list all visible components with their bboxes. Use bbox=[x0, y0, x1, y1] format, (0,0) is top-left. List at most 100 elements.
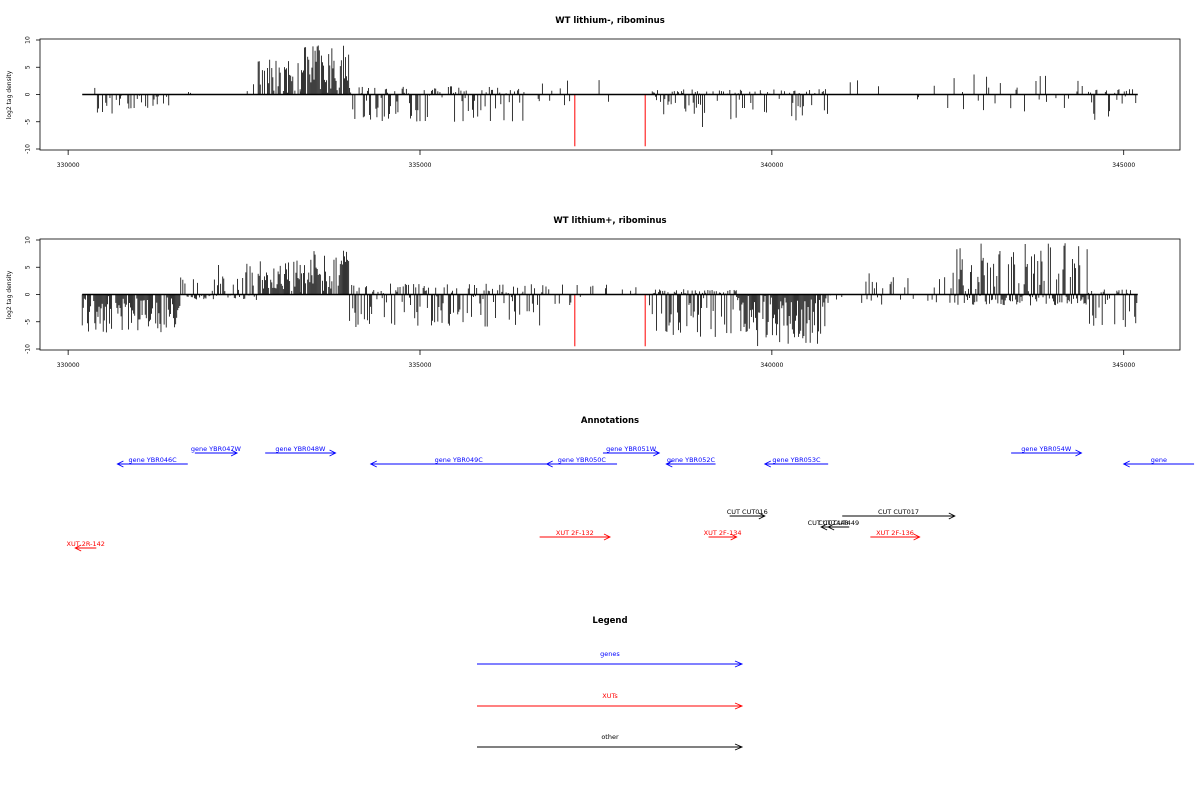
legend-label: other bbox=[601, 733, 619, 741]
feature-label: gene YBR053C bbox=[772, 456, 821, 464]
track-panel-lithium-plus: WT lithium+, ribominus log2 tag density … bbox=[6, 216, 1181, 369]
y-axis: 10 5 0 -5 -10 bbox=[25, 236, 40, 354]
y-tick-label: 0 bbox=[25, 292, 32, 296]
annotation-feature: XUT 2F-132 bbox=[539, 529, 612, 541]
y-tick-label: 5 bbox=[25, 265, 32, 269]
legend-item: XUTs bbox=[477, 692, 744, 710]
feature-arrowhead bbox=[665, 460, 673, 468]
y-tick-label: -10 bbox=[25, 144, 32, 154]
y-axis: 10 5 0 -5 -10 bbox=[25, 36, 40, 154]
feature-label: XUT 2F-132 bbox=[556, 529, 594, 537]
y-tick-label: 0 bbox=[25, 92, 32, 96]
feature-arrowhead bbox=[913, 533, 921, 541]
red-marker-lines bbox=[574, 94, 646, 147]
annotation-feature: gene YBR054W bbox=[1011, 445, 1083, 457]
feature-label: gene YBR054W bbox=[1021, 445, 1072, 453]
y-tick-label: -5 bbox=[25, 119, 32, 125]
annotation-feature: XUT 2F-134 bbox=[704, 529, 742, 541]
feature-arrowhead bbox=[1075, 449, 1083, 457]
annotation-feature: gene YBR053C bbox=[763, 456, 829, 468]
legend-label: XUTs bbox=[602, 692, 618, 700]
y-axis-label: log2 tag density bbox=[6, 270, 13, 319]
legend-item: other bbox=[477, 733, 744, 751]
feature-label: CUT CUT449 bbox=[818, 519, 859, 527]
feature-arrowhead bbox=[948, 512, 956, 520]
feature-label: gene bbox=[1151, 456, 1167, 464]
annotation-feature: CUT CUT016 bbox=[727, 508, 768, 520]
feature-arrowhead bbox=[230, 449, 239, 457]
y-tick-label: 10 bbox=[25, 236, 32, 244]
y-tick-label: -5 bbox=[25, 319, 32, 325]
annotation-feature: XUT 2F-136 bbox=[870, 529, 921, 541]
annotation-feature: gene YBR049C bbox=[369, 456, 547, 468]
feature-arrowhead bbox=[369, 460, 377, 468]
feature-arrowhead bbox=[1122, 460, 1130, 468]
x-tick-label: 340000 bbox=[760, 162, 783, 169]
feature-label: gene YBR049C bbox=[435, 456, 484, 464]
feature-label: XUT 2R-142 bbox=[67, 540, 105, 548]
x-tick-label: 340000 bbox=[760, 362, 783, 369]
legend-arrowhead bbox=[734, 743, 744, 751]
red-marker-lines bbox=[574, 294, 646, 347]
x-tick-label: 335000 bbox=[409, 362, 432, 369]
x-tick-label: 330000 bbox=[57, 362, 80, 369]
feature-label: gene YBR046C bbox=[128, 456, 177, 464]
feature-label: gene YBR051W bbox=[606, 445, 657, 453]
annotation-feature: CUT CUT449 bbox=[818, 519, 859, 531]
feature-arrowhead bbox=[329, 449, 337, 457]
y-tick-label: 5 bbox=[25, 65, 32, 69]
annotation-feature: gene YBR048W bbox=[265, 445, 337, 457]
y-tick-label: 10 bbox=[25, 36, 32, 44]
y-axis-label: log2 tag density bbox=[6, 70, 13, 119]
feature-label: CUT CUT016 bbox=[727, 508, 768, 516]
x-axis: 330000 335000 340000 345000 bbox=[57, 350, 1135, 369]
track-title: WT lithium+, ribominus bbox=[553, 216, 666, 226]
feature-label: CUT CUT017 bbox=[878, 508, 919, 516]
feature-arrowhead bbox=[827, 523, 835, 531]
annotation-feature: gene YBR050C bbox=[545, 456, 618, 468]
feature-arrowhead bbox=[545, 460, 553, 468]
feature-arrowhead bbox=[820, 523, 828, 531]
feature-arrowhead bbox=[603, 533, 612, 541]
legend-arrowhead bbox=[734, 702, 744, 710]
annotation-feature: CUT CUT017 bbox=[842, 508, 956, 520]
legend-item: genes bbox=[477, 650, 744, 668]
legend-arrowhead bbox=[734, 660, 744, 668]
feature-arrowhead bbox=[763, 460, 772, 468]
annotation-feature: gene YBR052C bbox=[665, 456, 716, 468]
signal-bars bbox=[94, 45, 1137, 128]
feature-label: XUT 2F-134 bbox=[704, 529, 742, 537]
feature-label: CUT CUT448 bbox=[808, 519, 849, 527]
feature-label: gene YBR048W bbox=[275, 445, 326, 453]
feature-label: XUT 2F-136 bbox=[876, 529, 914, 537]
feature-arrowhead bbox=[116, 460, 124, 468]
legend-panel: Legend genes XUTs other bbox=[477, 616, 744, 751]
feature-arrowhead bbox=[653, 449, 661, 457]
feature-arrowhead bbox=[730, 533, 738, 541]
annotation-feature: gene bbox=[1122, 456, 1195, 468]
legend-label: genes bbox=[600, 650, 620, 658]
feature-label: gene YBR047W bbox=[191, 445, 242, 453]
annotation-features: gene YBR046C gene YBR047W gene YBR048W gene… bbox=[67, 445, 1195, 552]
annotation-feature: gene YBR047W bbox=[191, 445, 242, 457]
x-tick-label: 330000 bbox=[57, 162, 80, 169]
track-panel-lithium-minus: WT lithium-, ribominus log2 tag density … bbox=[6, 16, 1181, 169]
feature-arrowhead bbox=[758, 512, 766, 520]
legend-items: genes XUTs other bbox=[477, 650, 744, 751]
x-tick-label: 335000 bbox=[409, 162, 432, 169]
feature-arrowhead bbox=[74, 544, 82, 552]
x-axis: 330000 335000 340000 345000 bbox=[57, 150, 1135, 169]
annotation-feature: XUT 2R-142 bbox=[67, 540, 105, 552]
feature-label: gene YBR052C bbox=[667, 456, 716, 464]
annotation-feature: gene YBR046C bbox=[116, 456, 188, 468]
legend-title: Legend bbox=[592, 616, 627, 626]
x-tick-label: 345000 bbox=[1112, 362, 1135, 369]
annotation-feature: gene YBR051W bbox=[602, 445, 661, 457]
x-tick-label: 345000 bbox=[1112, 162, 1135, 169]
y-tick-label: -10 bbox=[25, 344, 32, 354]
annotations-title: Annotations bbox=[581, 416, 639, 426]
track-title: WT lithium-, ribominus bbox=[555, 16, 665, 26]
feature-label: gene YBR050C bbox=[558, 456, 607, 464]
